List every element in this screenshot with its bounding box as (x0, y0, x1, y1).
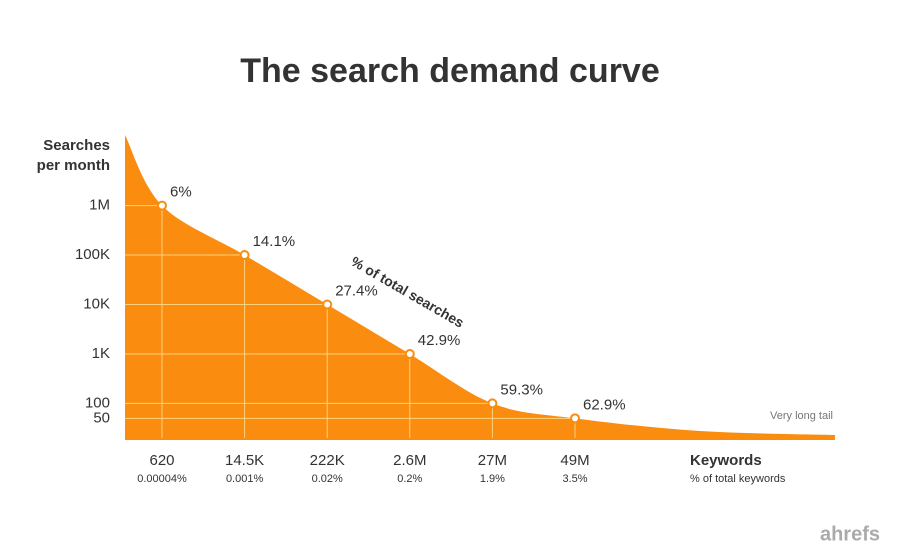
x-axis-label: Keywords (690, 452, 762, 469)
point-label: 6% (170, 184, 192, 201)
x-tick-sublabel: 3.5% (562, 473, 587, 485)
point-label: 42.9% (418, 332, 461, 349)
data-point (239, 250, 250, 261)
y-tick-label: 1K (92, 345, 110, 362)
demand-area (125, 135, 835, 440)
x-tick-label: 27M (478, 452, 507, 469)
x-tick-sublabel: 1.9% (480, 473, 505, 485)
data-point (487, 398, 498, 409)
y-tick-label: 10K (83, 295, 110, 312)
x-tick-label: 49M (560, 452, 589, 469)
x-tick-label: 14.5K (225, 452, 264, 469)
point-label: 59.3% (500, 381, 543, 398)
data-point (157, 200, 167, 211)
x-axis-sublabel: % of total keywords (690, 473, 786, 485)
y-tick-label: 100K (75, 246, 110, 263)
x-tick-label: 620 (149, 452, 174, 469)
y-tick-label: 1M (89, 197, 110, 214)
x-tick-label: 222K (310, 452, 345, 469)
x-tick-label: 2.6M (393, 452, 426, 469)
brand-logo: ahrefs (820, 523, 880, 545)
y-axis-label: per month (37, 157, 110, 174)
y-tick-label: 100 (85, 394, 110, 411)
point-label: 62.9% (583, 396, 626, 413)
x-tick-sublabel: 0.001% (226, 473, 264, 485)
data-point (570, 413, 580, 424)
x-tick-sublabel: 0.00004% (137, 473, 187, 485)
chart-title: The search demand curve (240, 52, 660, 90)
y-axis-label: Searches (43, 137, 110, 154)
point-label: 14.1% (253, 233, 296, 250)
point-label: 27.4% (335, 282, 378, 299)
x-tick-sublabel: 0.02% (312, 473, 343, 485)
x-tick-sublabel: 0.2% (397, 473, 422, 485)
tail-annotation: Very long tail (770, 410, 833, 422)
data-point (404, 348, 415, 359)
data-point (322, 299, 333, 310)
y-tick-label: 50 (93, 409, 110, 426)
